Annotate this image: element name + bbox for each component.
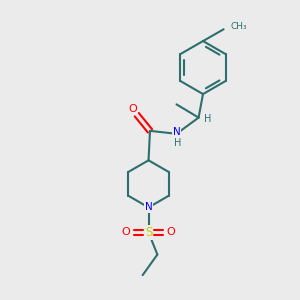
- Text: H: H: [174, 138, 182, 148]
- Text: O: O: [167, 227, 176, 237]
- Text: O: O: [122, 227, 130, 237]
- Text: N: N: [172, 127, 180, 137]
- Text: N: N: [145, 202, 152, 212]
- Text: CH₃: CH₃: [231, 22, 247, 31]
- Text: S: S: [145, 226, 152, 239]
- Text: H: H: [204, 114, 211, 124]
- Text: O: O: [129, 104, 138, 114]
